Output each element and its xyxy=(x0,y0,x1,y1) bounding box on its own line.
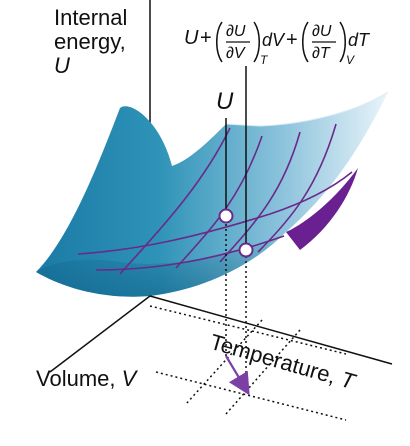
term2-right-paren xyxy=(339,21,346,63)
term1-differential: dV xyxy=(262,30,286,50)
energy-surface xyxy=(36,92,388,297)
temperature-axis xyxy=(149,295,393,365)
volume-axis-label: Volume, V xyxy=(36,367,136,391)
term2-numerator: ∂U xyxy=(312,23,332,40)
formula-plus-1: + xyxy=(200,27,212,49)
internal-energy-symbol: U xyxy=(54,53,70,78)
volume-axis xyxy=(49,295,151,373)
term2-left-paren xyxy=(302,21,309,63)
curve-constant-v-1 xyxy=(119,127,231,275)
term1-left-paren xyxy=(216,21,223,63)
formula-u: U xyxy=(184,27,199,49)
volume-symbol: V xyxy=(121,366,137,391)
displacement-arrow xyxy=(225,355,250,396)
formula-plus-2: + xyxy=(286,29,298,51)
surface-side-face xyxy=(286,168,358,250)
curve-constant-v-3 xyxy=(219,131,301,263)
energy-surface-shading xyxy=(36,232,286,297)
total-differential-formula: U + ∂U ∂V T dV + ∂U ∂T V dT xyxy=(184,21,371,67)
internal-energy-label: Internal energy, U xyxy=(54,6,127,78)
point-u-label: U xyxy=(216,88,234,115)
term1-subscript: T xyxy=(260,53,269,67)
internal-energy-line1: Internal xyxy=(54,5,128,30)
curve-constant-t-2 xyxy=(95,235,285,271)
base-plane-grid xyxy=(149,305,347,421)
term2-denominator: ∂T xyxy=(312,45,331,62)
term1-numerator: ∂U xyxy=(226,23,246,40)
term2-differential: dT xyxy=(348,30,371,50)
term2-subscript: V xyxy=(346,53,355,67)
term1-denominator: ∂V xyxy=(226,45,246,62)
curve-constant-t-1 xyxy=(77,171,353,255)
point-u xyxy=(218,208,234,224)
surface-top-edge xyxy=(225,91,389,127)
term1-right-paren xyxy=(253,21,260,63)
point-u-plus-du xyxy=(238,242,254,258)
internal-energy-line2: energy, xyxy=(54,29,126,54)
volume-text: Volume, xyxy=(36,366,116,391)
